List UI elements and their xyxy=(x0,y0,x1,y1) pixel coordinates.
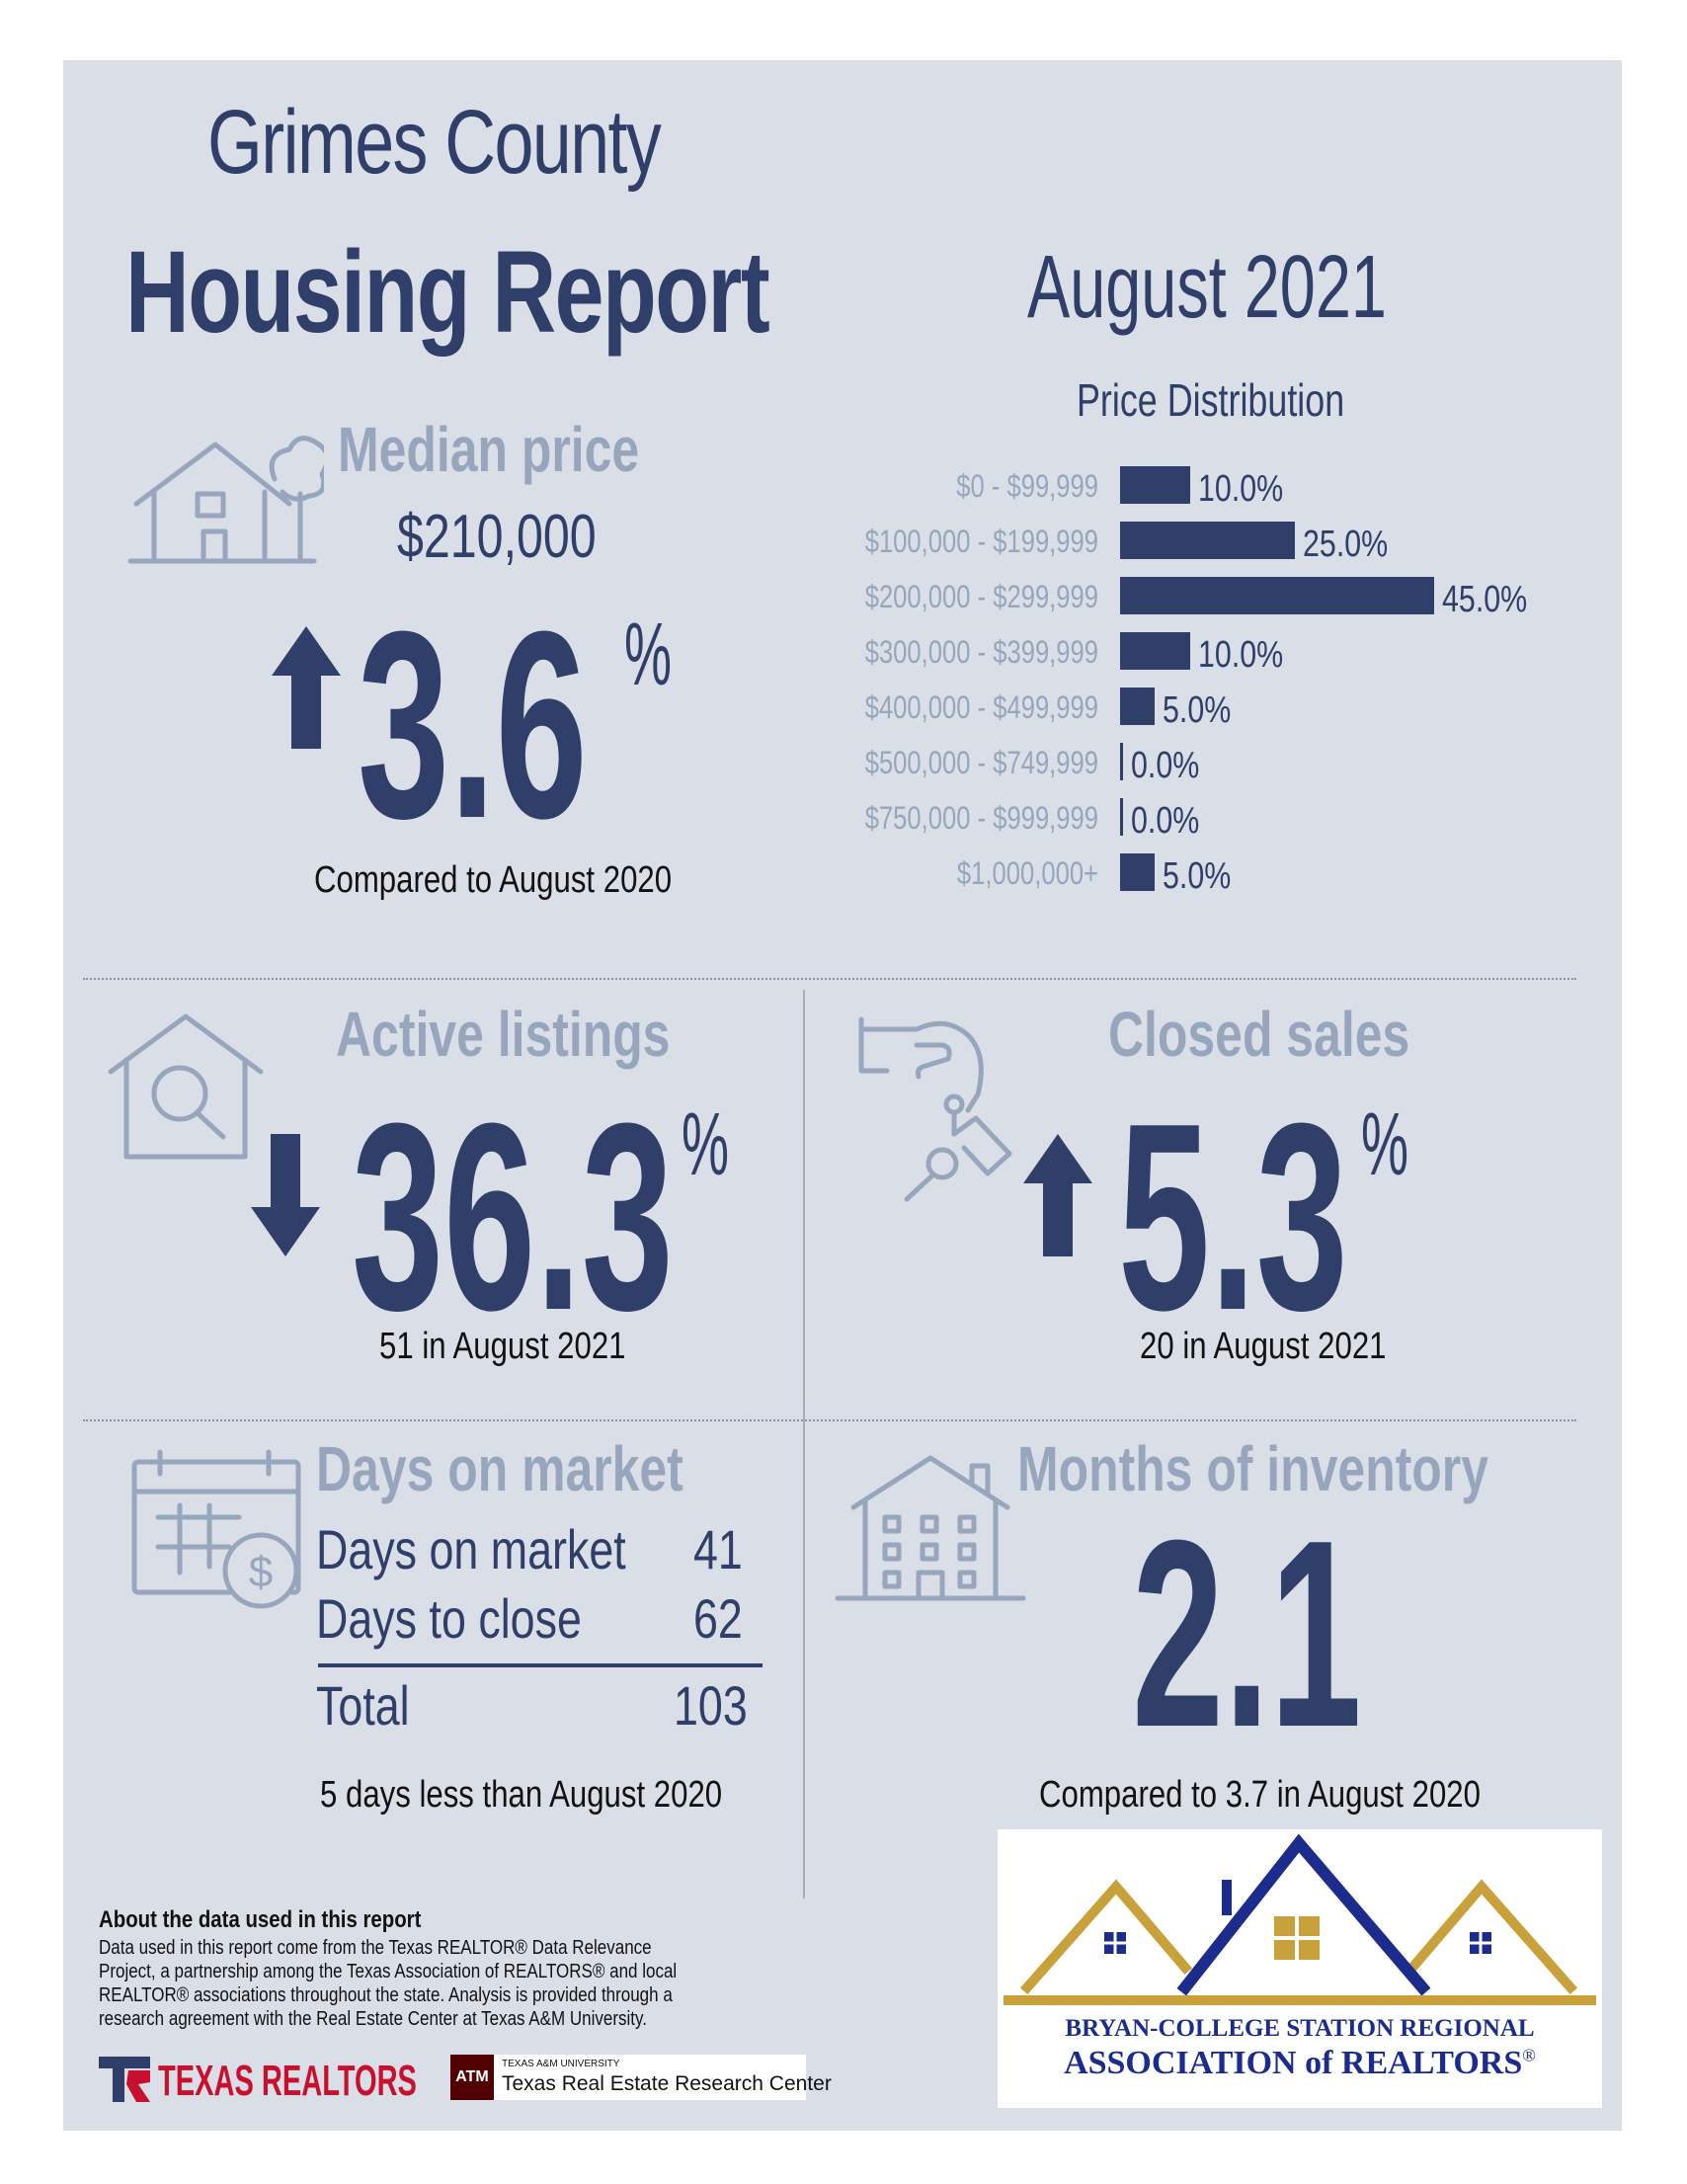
chart-row: $500,000 - $749,999 0.0% xyxy=(0,741,1687,786)
months-inventory-caption: Compared to 3.7 in August 2020 xyxy=(1039,1774,1481,1816)
chart-category-label: $100,000 - $199,999 xyxy=(864,524,1098,559)
chart-row: $1,000,000+ 5.0% xyxy=(0,851,1687,897)
dom-row-label: Days on market xyxy=(316,1518,626,1580)
chart-bar xyxy=(1120,743,1123,780)
tamu-center-text: Texas Real Estate Research Center xyxy=(502,2072,832,2095)
apartment-building-icon xyxy=(835,1455,1026,1601)
total-rule xyxy=(318,1663,763,1667)
chart-value-label: 5.0% xyxy=(1163,855,1232,897)
months-inventory-heading: Months of inventory xyxy=(1017,1433,1488,1504)
chart-bar xyxy=(1120,522,1295,559)
chart-category-label: $0 - $99,999 xyxy=(956,468,1098,504)
chart-row: $300,000 - $399,999 10.0% xyxy=(0,630,1687,676)
chart-bar xyxy=(1120,577,1434,614)
divider-middle xyxy=(83,1419,1576,1421)
median-price-value: $210,000 xyxy=(397,503,597,571)
chart-bar xyxy=(1120,466,1190,504)
chart-bar xyxy=(1120,688,1156,725)
bcs-houses-icon xyxy=(1004,1833,1596,2005)
chart-value-label: 45.0% xyxy=(1442,579,1528,620)
dtc-row-value: 62 xyxy=(693,1587,743,1650)
about-heading: About the data used in this report xyxy=(99,1906,422,1933)
chart-row: $0 - $99,999 10.0% xyxy=(0,464,1687,510)
house-tree-icon xyxy=(127,436,324,564)
chart-category-label: $200,000 - $299,999 xyxy=(864,579,1098,614)
arrow-up-icon xyxy=(272,626,341,749)
chart-row: $400,000 - $499,999 5.0% xyxy=(0,686,1687,731)
chart-value-label: 10.0% xyxy=(1197,634,1283,676)
chart-category-label: $400,000 - $499,999 xyxy=(864,689,1098,725)
closed-sales-heading: Closed sales xyxy=(1108,999,1410,1070)
tamu-logo: ATM TEXAS A&M UNIVERSITY Texas Real Esta… xyxy=(450,2055,832,2100)
arrow-down-icon xyxy=(251,1134,320,1256)
chart-bar xyxy=(1120,632,1190,670)
chart-value-label: 5.0% xyxy=(1163,689,1232,731)
chart-category-label: $300,000 - $399,999 xyxy=(864,634,1098,670)
bcs-line2-text: ASSOCIATION of REALTORS xyxy=(1064,2045,1523,2081)
chart-row: $200,000 - $299,999 45.0% xyxy=(0,575,1687,620)
divider-top xyxy=(83,978,1576,980)
report-panel xyxy=(63,60,1622,2131)
bcs-registered-mark: ® xyxy=(1522,2045,1536,2065)
dtc-row-label: Days to close xyxy=(316,1587,582,1650)
texas-realtors-logo-icon xyxy=(99,2057,150,2102)
months-inventory-value: 2.1 xyxy=(1132,1486,1362,1783)
active-listings-change: 36.3 xyxy=(352,1069,674,1366)
chart-category-label: $750,000 - $999,999 xyxy=(864,800,1098,836)
texas-realtors-logo-text: TEXAS REALTORS xyxy=(158,2057,417,2105)
chart-category-label: $500,000 - $749,999 xyxy=(864,745,1098,780)
active-listings-percent: % xyxy=(682,1095,730,1194)
chart-row: $750,000 - $999,999 0.0% xyxy=(0,796,1687,842)
days-on-market-caption: 5 days less than August 2020 xyxy=(320,1774,723,1816)
about-body: Data used in this report come from the T… xyxy=(99,1937,678,2030)
chart-row: $100,000 - $199,999 25.0% xyxy=(0,520,1687,565)
report-month: August 2021 xyxy=(1027,238,1387,337)
active-listings-heading: Active listings xyxy=(336,999,671,1070)
arrow-up-icon xyxy=(1023,1134,1092,1256)
median-price-change: 3.6 xyxy=(358,577,588,874)
svg-text:$: $ xyxy=(249,1548,273,1596)
report-title-county: Grimes County xyxy=(207,92,662,193)
chart-value-label: 25.0% xyxy=(1302,524,1388,565)
bcs-realtors-logo: BRYAN-COLLEGE STATION REGIONAL ASSOCIATI… xyxy=(998,1829,1602,2108)
bcs-line2: ASSOCIATION of REALTORS® xyxy=(998,2045,1602,2082)
chart-title: Price Distribution xyxy=(1077,374,1345,426)
median-price-caption: Compared to August 2020 xyxy=(314,859,673,901)
active-listings-caption: 51 in August 2021 xyxy=(379,1326,626,1367)
days-on-market-heading: Days on market xyxy=(316,1433,683,1504)
calendar-dollar-icon: $ xyxy=(131,1449,301,1609)
dom-row-value: 41 xyxy=(693,1518,743,1580)
chart-bar xyxy=(1120,853,1156,891)
divider-vertical xyxy=(803,990,805,1899)
tamu-mark: ATM xyxy=(450,2055,494,2100)
closed-sales-caption: 20 in August 2021 xyxy=(1140,1326,1387,1367)
median-price-percent: % xyxy=(624,606,673,704)
hand-keys-icon xyxy=(858,1016,1012,1202)
total-label: Total xyxy=(316,1674,410,1737)
median-price-heading: Median price xyxy=(338,414,640,485)
closed-sales-percent: % xyxy=(1361,1095,1409,1194)
closed-sales-change: 5.3 xyxy=(1118,1069,1348,1366)
chart-bar xyxy=(1120,798,1123,836)
report-title-housing: Housing Report xyxy=(125,227,770,358)
chart-category-label: $1,000,000+ xyxy=(956,855,1098,891)
chart-value-label: 0.0% xyxy=(1131,745,1200,786)
tamu-small-text: TEXAS A&M UNIVERSITY xyxy=(502,2059,620,2069)
bcs-line1: BRYAN-COLLEGE STATION REGIONAL xyxy=(1065,2015,1535,2042)
chart-value-label: 10.0% xyxy=(1197,468,1283,510)
chart-value-label: 0.0% xyxy=(1131,800,1200,842)
total-value: 103 xyxy=(674,1674,748,1737)
house-search-icon xyxy=(108,1013,264,1160)
